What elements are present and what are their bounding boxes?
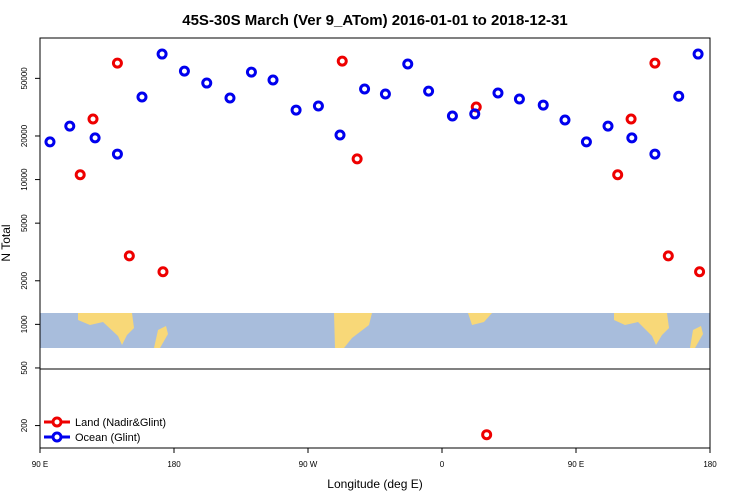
point xyxy=(44,136,56,148)
point xyxy=(359,83,371,95)
legend-label: Land (Nadir&Glint) xyxy=(75,417,166,429)
point xyxy=(469,108,481,120)
point xyxy=(157,266,169,278)
point xyxy=(537,99,549,111)
point xyxy=(267,74,279,86)
point xyxy=(111,57,123,69)
point xyxy=(245,66,257,78)
plot-frame xyxy=(39,37,711,449)
x-axis-label: Longitude (deg E) xyxy=(327,477,422,491)
map-land xyxy=(154,326,168,348)
point xyxy=(662,250,674,262)
x-tick-label: 180 xyxy=(167,460,181,469)
point xyxy=(423,85,435,97)
world-map xyxy=(40,313,710,348)
point xyxy=(224,92,236,104)
y-axis-label: N Total xyxy=(0,224,13,261)
point xyxy=(379,88,391,100)
point xyxy=(74,169,86,181)
map-ocean xyxy=(40,313,710,348)
point xyxy=(446,110,458,122)
point xyxy=(89,132,101,144)
legend-marker xyxy=(51,431,63,443)
point xyxy=(156,48,168,60)
y-tick-label: 10000 xyxy=(20,168,29,191)
legend-marker xyxy=(51,416,63,428)
point xyxy=(178,65,190,77)
y-tick-label: 20000 xyxy=(20,124,29,147)
point xyxy=(625,113,637,125)
point xyxy=(692,48,704,60)
y-tick-label: 1000 xyxy=(20,315,29,333)
point xyxy=(602,120,614,132)
point xyxy=(481,429,493,441)
x-tick-label: 90 E xyxy=(32,460,48,469)
map-land xyxy=(334,313,372,348)
point xyxy=(402,58,414,70)
point xyxy=(136,91,148,103)
point xyxy=(673,90,685,102)
point xyxy=(649,148,661,160)
map-land xyxy=(690,326,703,348)
point xyxy=(612,169,624,181)
point xyxy=(312,100,324,112)
point xyxy=(351,153,363,165)
point xyxy=(649,57,661,69)
y-tick-label: 500 xyxy=(20,361,29,375)
x-tick-label: 0 xyxy=(440,460,445,469)
y-tick-label: 5000 xyxy=(20,214,29,232)
point xyxy=(201,77,213,89)
point xyxy=(580,136,592,148)
point xyxy=(334,129,346,141)
point xyxy=(626,132,638,144)
legend-label: Ocean (Glint) xyxy=(75,432,140,444)
point xyxy=(87,113,99,125)
point xyxy=(694,266,706,278)
point xyxy=(290,104,302,116)
x-tick-label: 90 W xyxy=(299,460,318,469)
map-land xyxy=(614,313,669,345)
y-tick-label: 200 xyxy=(20,418,29,432)
x-tick-label: 90 E xyxy=(568,460,584,469)
point xyxy=(336,55,348,67)
y-tick-label: 2000 xyxy=(20,271,29,289)
point xyxy=(64,120,76,132)
point xyxy=(513,93,525,105)
chart-title: 45S-30S March (Ver 9_ATom) 2016-01-01 to… xyxy=(182,12,567,29)
point xyxy=(492,87,504,99)
point xyxy=(123,250,135,262)
y-tick-label: 50000 xyxy=(20,67,29,90)
x-tick-label: 180 xyxy=(703,460,717,469)
point xyxy=(111,148,123,160)
point xyxy=(559,114,571,126)
map-land xyxy=(78,313,134,345)
map-land xyxy=(468,313,492,325)
